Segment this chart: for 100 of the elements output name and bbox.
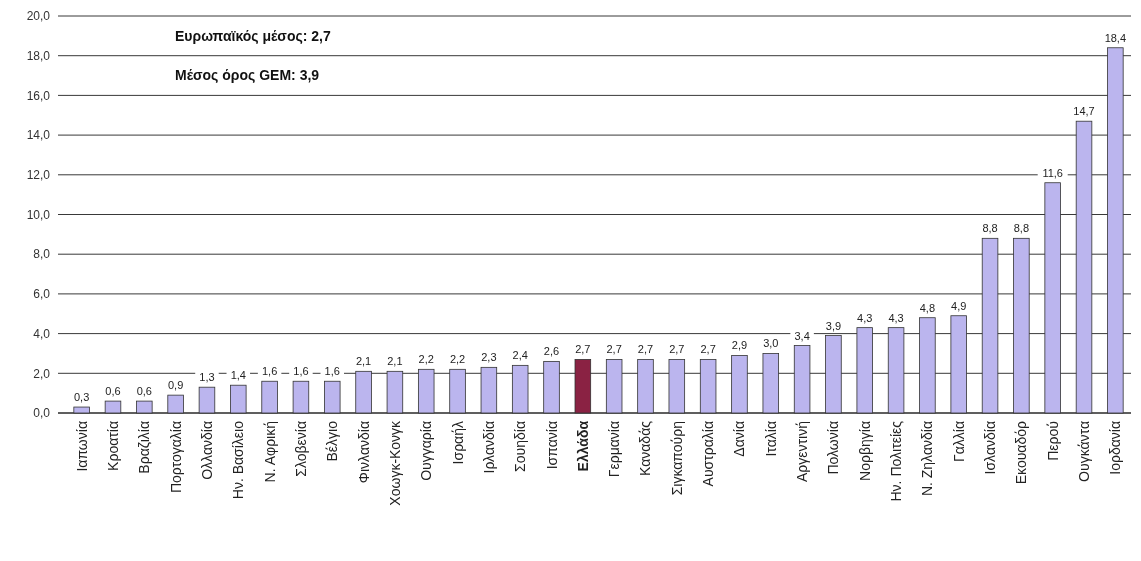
bar — [230, 384, 247, 414]
x-tick-label: Ελλάδα — [574, 420, 591, 472]
bar — [574, 359, 592, 414]
x-tick-label: Φινλανδία — [355, 421, 372, 484]
bar — [793, 345, 811, 414]
x-tick-label: Νορβηγία — [856, 421, 873, 481]
data-label: 8,8 — [982, 222, 998, 235]
data-label: 1,6 — [293, 365, 309, 378]
bar — [699, 359, 717, 414]
data-label: 2,7 — [606, 343, 622, 356]
x-tick-label: Ιταλία — [762, 421, 779, 457]
x-tick-label: Ν. Ζηλανδία — [919, 421, 936, 497]
data-label: 1,3 — [199, 371, 215, 384]
x-tick-label: Σιγκαπούρη — [668, 421, 685, 496]
data-label: 0,9 — [167, 379, 184, 392]
data-label: 1,6 — [261, 365, 278, 378]
x-tick-label: Ην. Πολιτείες — [888, 420, 905, 502]
x-tick-label: Εκουαδόρ — [1013, 420, 1030, 485]
x-tick-label: Πορτογαλία — [167, 421, 184, 494]
data-label: 2,1 — [387, 355, 403, 368]
bar — [1044, 182, 1061, 414]
data-label: 2,3 — [481, 351, 497, 364]
x-tick-label: Ιορδανία — [1107, 421, 1124, 475]
x-tick-label: Ν. Αφρική — [261, 421, 278, 483]
data-label: 2,2 — [418, 353, 434, 366]
bar — [261, 380, 278, 414]
data-label: 8,8 — [1013, 222, 1030, 235]
data-label: 4,3 — [857, 311, 873, 324]
annotation: Ευρωπαϊκός μέσος: 2,7 — [175, 27, 331, 44]
data-label: 2,1 — [355, 355, 372, 368]
data-label: 18,4 — [1104, 31, 1127, 44]
x-tick-label: Ουγγαρία — [418, 421, 435, 481]
x-tick-label: Ουγκάντα — [1076, 421, 1093, 482]
data-label: 4,8 — [919, 301, 936, 314]
data-label: 11,6 — [1042, 166, 1063, 179]
annotation: Μέσος όρος GEM: 3,9 — [175, 67, 320, 84]
data-label: 0,6 — [136, 385, 152, 398]
data-label: 3,0 — [763, 337, 779, 350]
data-label: 4,3 — [888, 311, 904, 324]
x-tick-label: Ολλανδία — [198, 421, 215, 480]
y-tick-label: 2,0 — [33, 366, 51, 381]
y-tick-label: 0,0 — [33, 406, 51, 421]
y-tick-label: 14,0 — [26, 128, 51, 143]
data-label: 2,6 — [543, 345, 560, 358]
data-label: 1,6 — [324, 365, 340, 378]
bar — [637, 359, 654, 414]
x-tick-label: Κροατία — [104, 421, 121, 471]
x-tick-label: Ισραήλ — [449, 421, 466, 465]
y-tick-label: 12,0 — [26, 168, 51, 182]
x-tick-label: Αυστραλία — [700, 421, 717, 487]
data-label: 3,9 — [825, 319, 842, 332]
bar — [198, 386, 216, 414]
bar — [1107, 47, 1124, 414]
data-label: 2,2 — [449, 353, 466, 366]
data-label: 2,9 — [731, 339, 748, 352]
x-tick-label: Σλοβενία — [292, 421, 309, 477]
x-tick-label: Βραζιλία — [136, 421, 153, 474]
x-tick-label: Ιαπωνία — [73, 421, 90, 472]
data-label: 14,7 — [1073, 105, 1095, 118]
x-tick-label: Σουηδία — [512, 421, 529, 472]
y-tick-label: 4,0 — [33, 326, 51, 341]
x-tick-label: Αργεντινή — [794, 421, 811, 482]
y-tick-label: 6,0 — [33, 287, 51, 302]
x-tick-label: Βέλγιο — [324, 420, 341, 462]
x-tick-label: Ιρλανδία — [480, 421, 497, 474]
x-tick-label: Ισπανία — [543, 421, 560, 470]
bar — [762, 353, 780, 414]
x-tick-label: Ισλανδία — [982, 421, 999, 475]
bar — [292, 380, 310, 414]
bar — [324, 380, 341, 414]
data-label: 1,4 — [230, 369, 246, 382]
data-label: 2,7 — [700, 343, 716, 356]
y-tick-label: 16,0 — [26, 88, 51, 103]
y-tick-label: 8,0 — [33, 247, 51, 262]
x-tick-label: Γαλλία — [950, 421, 967, 463]
data-label: 0,3 — [74, 391, 90, 404]
x-tick-label: Περού — [1044, 421, 1061, 461]
x-tick-label: Δανία — [731, 421, 748, 457]
data-label: 0,6 — [105, 385, 121, 398]
data-label: 2,7 — [669, 343, 685, 356]
y-tick-label: 10,0 — [26, 207, 51, 222]
data-label: 3,4 — [794, 329, 810, 342]
bar — [887, 327, 905, 414]
bar — [605, 359, 623, 414]
bar — [919, 317, 936, 414]
bar — [856, 327, 873, 414]
bar — [668, 359, 686, 414]
bar — [950, 315, 967, 414]
y-tick-label: 20,0 — [26, 9, 51, 24]
x-tick-label: Πολωνία — [825, 421, 842, 475]
x-tick-label: Χοωγκ-Κονγκ — [386, 420, 403, 506]
data-label: 2,4 — [512, 349, 528, 362]
bar — [825, 335, 842, 414]
x-tick-label: Γερμανία — [606, 421, 623, 478]
y-tick-label: 18,0 — [26, 48, 51, 63]
data-label: 2,7 — [637, 343, 654, 356]
x-tick-label: Καναδάς — [637, 420, 654, 476]
data-label: 4,9 — [951, 299, 967, 312]
x-tick-label: Ην. Βασίλειο — [230, 420, 247, 500]
data-label: 2,7 — [575, 343, 591, 356]
